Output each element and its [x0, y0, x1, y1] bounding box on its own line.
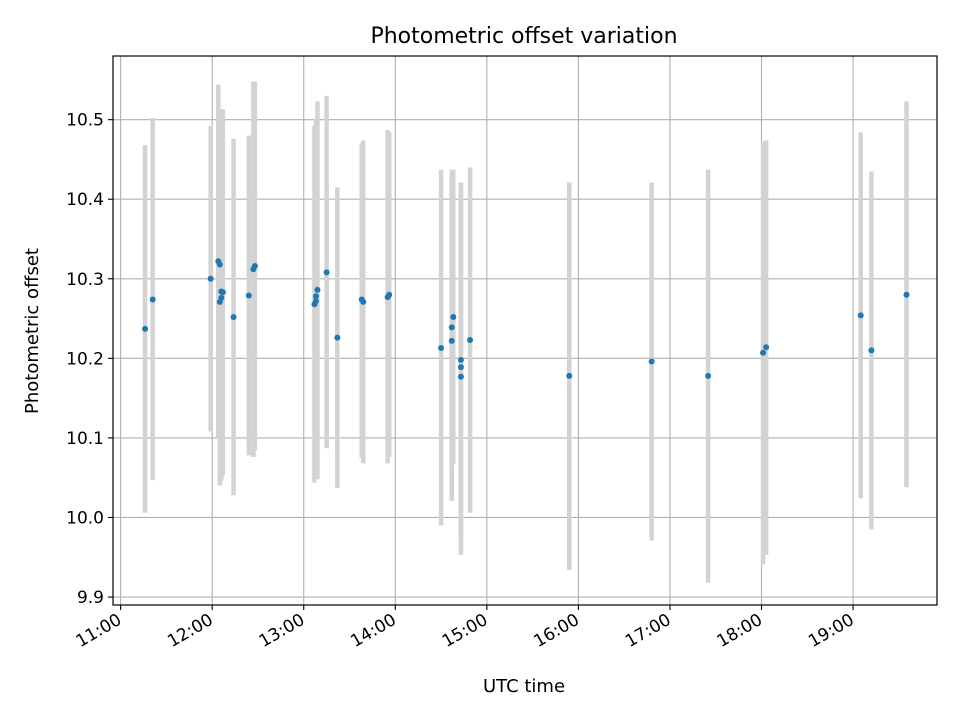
data-point: [438, 345, 445, 352]
x-tick-label: 18:00: [714, 610, 766, 652]
data-point: [648, 358, 655, 365]
data-point: [457, 356, 464, 363]
x-tick-label: 13:00: [256, 610, 308, 652]
data-point: [312, 293, 319, 300]
x-tick-label: 16:00: [530, 610, 582, 652]
x-tick-label: 14:00: [347, 610, 399, 652]
data-point: [868, 347, 875, 354]
data-point: [207, 275, 214, 282]
data-point: [467, 337, 474, 344]
data-point: [216, 261, 223, 268]
data-point: [312, 298, 319, 305]
data-point: [334, 334, 341, 341]
data-point: [230, 313, 237, 320]
x-tick-label: 17:00: [622, 610, 674, 652]
x-axis-label: UTC time: [483, 676, 565, 697]
data-point: [857, 312, 864, 319]
data-point: [705, 372, 712, 379]
data-point: [218, 294, 225, 301]
data-point: [566, 372, 573, 379]
data-point: [314, 286, 321, 293]
data-point: [386, 291, 393, 298]
x-tick-label: 11:00: [73, 610, 125, 652]
y-tick-label: 10.2: [66, 349, 104, 369]
grid: [113, 56, 937, 605]
data-point: [251, 263, 258, 270]
data-point: [457, 373, 464, 380]
y-tick-label: 10.1: [66, 429, 104, 449]
data-point: [457, 364, 464, 371]
y-tick-label: 10.4: [66, 190, 104, 210]
data-point: [448, 324, 455, 331]
y-tick-label: 9.9: [77, 588, 104, 608]
y-tick-label: 10.0: [66, 508, 104, 528]
data-point: [763, 344, 770, 351]
data-point: [903, 291, 910, 298]
data-points: [142, 258, 910, 380]
x-tick-label: 15:00: [439, 610, 491, 652]
data-point: [360, 298, 367, 305]
data-point: [219, 289, 226, 296]
chart-title: Photometric offset variation: [370, 24, 677, 49]
y-axis-label: Photometric offset: [22, 248, 43, 414]
y-tick-label: 10.5: [66, 111, 104, 131]
data-point: [149, 296, 156, 303]
data-point: [448, 337, 455, 344]
data-point: [142, 325, 149, 332]
data-point: [323, 269, 330, 276]
y-tick-label: 10.3: [66, 270, 104, 290]
data-point: [450, 313, 457, 320]
x-tick-label: 12:00: [164, 610, 216, 652]
data-point: [245, 292, 252, 299]
x-tick-label: 19:00: [805, 610, 857, 652]
data-point: [760, 349, 767, 356]
error-bars: [142, 81, 909, 583]
plot-area-frame: [112, 55, 938, 606]
